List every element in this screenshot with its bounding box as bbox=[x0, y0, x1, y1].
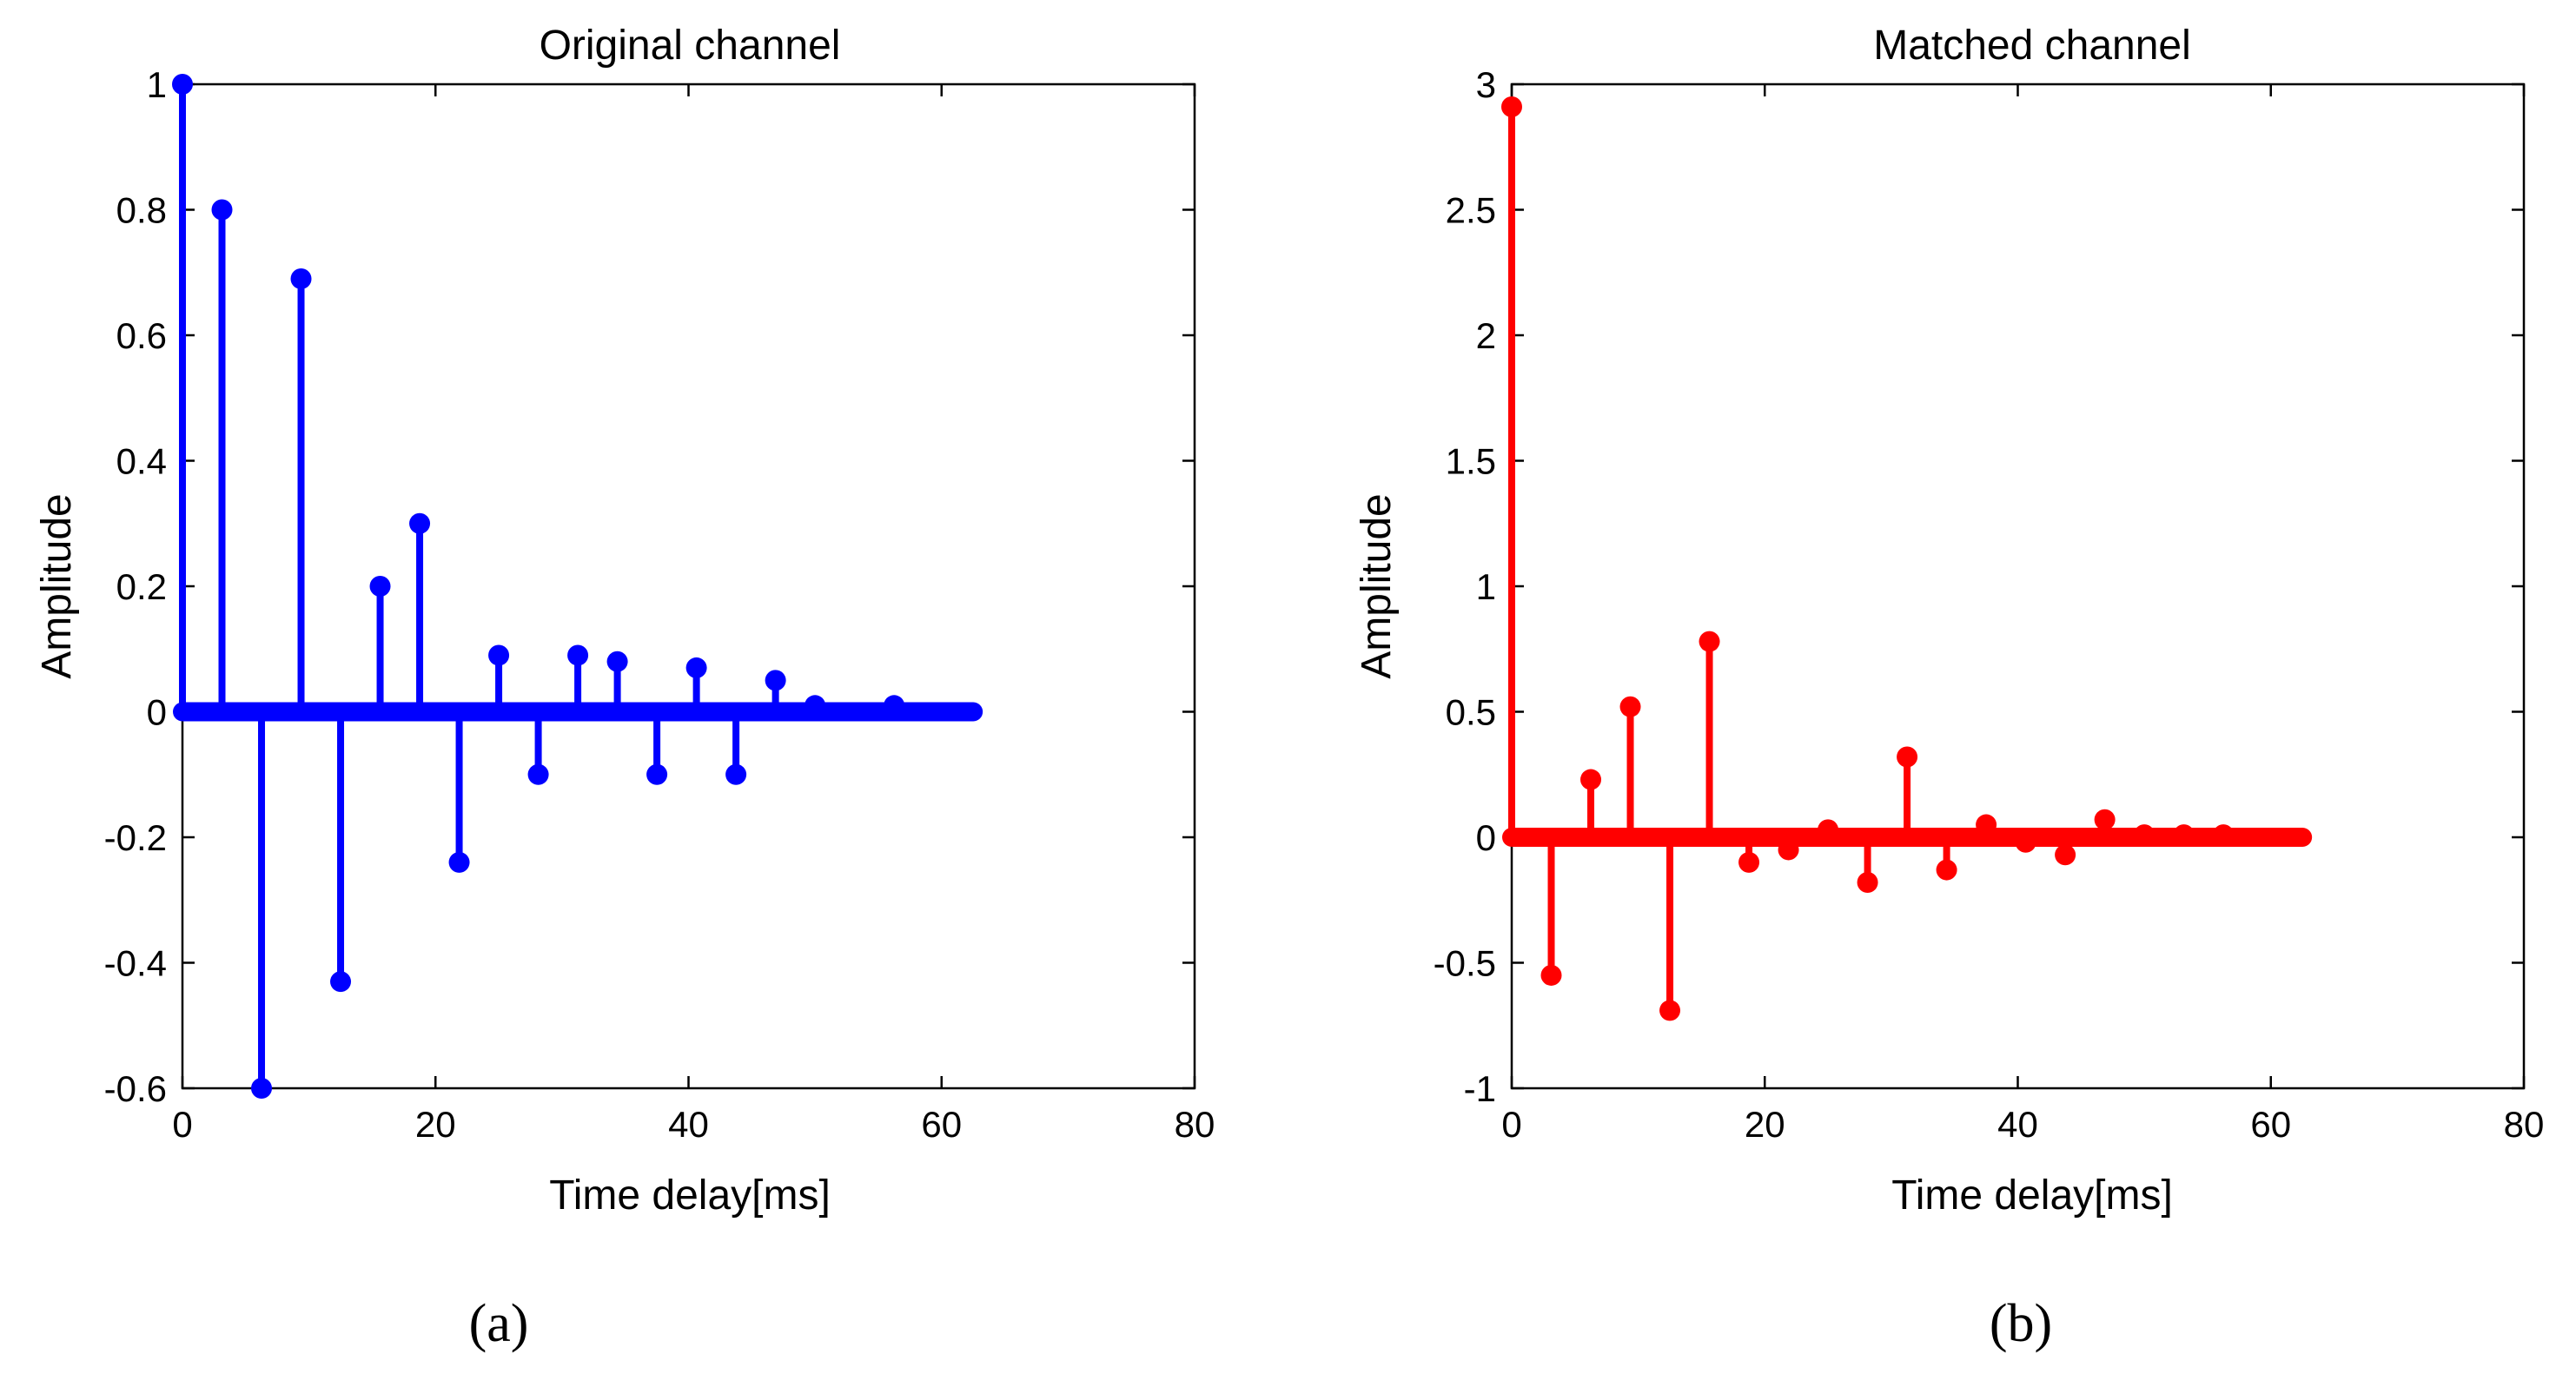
panel-b-ytick-label: 1.5 bbox=[1446, 441, 1496, 482]
panel-b-label: (b) bbox=[1990, 1294, 2052, 1353]
panel-b-xtick-label: 40 bbox=[1997, 1104, 2038, 1145]
panel-a-ytick-label: 0 bbox=[147, 692, 167, 733]
panel-a-stem-marker bbox=[172, 74, 193, 95]
panel-a-stem-marker bbox=[884, 695, 905, 717]
panel-a-ytick-label: -0.6 bbox=[104, 1068, 167, 1109]
panel-b-ytick-label: 2.5 bbox=[1446, 190, 1496, 231]
panel-a-label: (a) bbox=[469, 1294, 529, 1353]
panel-a-stem-marker bbox=[606, 651, 628, 672]
panel-a-ytick-label: 1 bbox=[147, 64, 167, 105]
panel-b-stem-marker bbox=[1699, 631, 1720, 652]
panel-b-stem-marker bbox=[1738, 851, 1760, 873]
panel-b-stem-marker bbox=[2055, 844, 2076, 866]
panel-b-stem-marker bbox=[1857, 872, 1878, 894]
panel-a-title: Original channel bbox=[540, 23, 841, 69]
panel-a-stem-marker bbox=[805, 695, 826, 717]
panel-b-stem-marker bbox=[1501, 96, 1522, 118]
panel-b-xlabel: Time delay[ms] bbox=[1891, 1173, 2173, 1219]
panel-a-stem-marker bbox=[409, 512, 431, 534]
panel-b-stem-marker bbox=[1778, 839, 1799, 861]
panel-b-stem-marker bbox=[1897, 746, 1918, 768]
panel-b-plot-area: 0 20 40 60 80 -1 -0.5 0 0.5 1 1.5 2 2.5 3 bbox=[1434, 64, 2545, 1145]
panel-b-stem-marker bbox=[1580, 769, 1602, 790]
panel-b-stem-marker bbox=[1659, 1000, 1681, 1021]
panel-a-stem-marker bbox=[567, 644, 589, 666]
panel-a-ytick-label: 0.6 bbox=[116, 315, 167, 356]
panel-b-stem-marker bbox=[2134, 824, 2155, 846]
panel-b-stem-marker bbox=[2173, 824, 2195, 846]
panel-a-stem-marker bbox=[330, 971, 352, 993]
panel-a-stem-marker bbox=[369, 576, 391, 597]
panel-b-stem-marker bbox=[2094, 809, 2116, 830]
panel-b-stem-marker bbox=[2213, 824, 2235, 846]
panel-a-xlabel: Time delay[ms] bbox=[549, 1173, 831, 1219]
panel-b-ytick-label: -1 bbox=[1464, 1068, 1496, 1109]
panel-a-stem-marker bbox=[251, 1078, 273, 1099]
panel-a-stem-marker bbox=[725, 763, 747, 785]
panel-a-plot-area: 0 20 40 60 80 -0.6 -0.4 -0.2 0 0.2 0.4 0.6 0.8 1 bbox=[104, 64, 1215, 1145]
panel-b-ytick-label: 1 bbox=[1476, 566, 1496, 607]
panel-b-title: Matched channel bbox=[1873, 23, 2191, 69]
panel-b-stem-marker bbox=[2015, 831, 2036, 853]
panel-b-xtick-label: 80 bbox=[2504, 1104, 2545, 1145]
panel-b-xtick-label: 60 bbox=[2250, 1104, 2291, 1145]
panel-a-xtick-label: 60 bbox=[921, 1104, 962, 1145]
panel-a-stem-marker bbox=[765, 670, 786, 691]
panel-a-xtick-label: 20 bbox=[415, 1104, 456, 1145]
panel-b-stem-marker bbox=[1976, 814, 1997, 836]
panel-a-stem-marker bbox=[646, 763, 668, 785]
panel-a-ylabel: Amplitude bbox=[34, 493, 80, 678]
panel-a: Original channel Amplitude Time delay[ms… bbox=[34, 23, 1215, 1353]
panel-b-stem-marker bbox=[1818, 819, 1839, 841]
panel-a-stem-marker bbox=[290, 268, 312, 289]
panel-b-ytick-label: 3 bbox=[1476, 64, 1496, 105]
panel-b-stem-marker bbox=[1936, 859, 1957, 881]
panel-a-stem-marker bbox=[685, 657, 707, 678]
panel-b: Matched channel Amplitude Time delay[ms]… bbox=[1354, 23, 2544, 1353]
panel-a-stem-marker bbox=[527, 763, 549, 785]
panel-a-stem-marker bbox=[211, 199, 233, 221]
panel-b-stem-marker bbox=[1540, 964, 1562, 986]
panel-a-xtick-label: 80 bbox=[1175, 1104, 1215, 1145]
panel-a-ytick-label: 0.8 bbox=[116, 190, 167, 231]
panel-a-stem-marker bbox=[448, 851, 470, 873]
panel-a-ytick-label: 0.2 bbox=[116, 566, 167, 607]
panel-b-xtick-label: 20 bbox=[1745, 1104, 1785, 1145]
panel-b-ylabel: Amplitude bbox=[1354, 493, 1400, 678]
panel-a-ytick-label: -0.4 bbox=[104, 943, 167, 984]
panel-b-xtick-label: 0 bbox=[1501, 1104, 1521, 1145]
panel-b-ytick-label: 0.5 bbox=[1446, 692, 1496, 733]
panel-a-xtick-label: 40 bbox=[668, 1104, 709, 1145]
panel-b-stem-marker bbox=[1619, 696, 1641, 717]
panel-a-ytick-label: 0.4 bbox=[116, 441, 167, 482]
panel-a-xtick-label: 0 bbox=[172, 1104, 192, 1145]
panel-a-stem-marker bbox=[488, 644, 510, 666]
panel-b-ytick-label: 2 bbox=[1476, 315, 1496, 356]
panel-a-ytick-label: -0.2 bbox=[104, 817, 167, 858]
panel-b-ytick-label: 0 bbox=[1476, 817, 1496, 858]
panel-b-ytick-label: -0.5 bbox=[1434, 943, 1496, 984]
